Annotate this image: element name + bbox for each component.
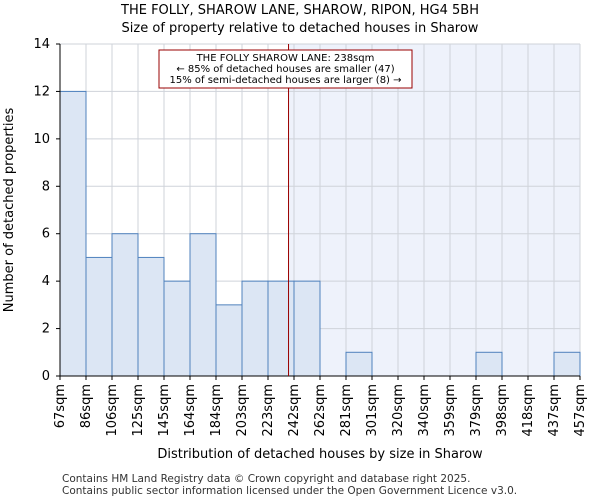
x-axis-label: Distribution of detached houses by size … [157,447,483,462]
chart-subtitle: Size of property relative to detached ho… [122,21,479,36]
x-tick-label: 67sqm [53,384,68,428]
x-tick-label: 184sqm [209,384,224,437]
x-tick-label: 164sqm [183,384,198,437]
x-tick-label: 437sqm [547,384,562,437]
bar-86sqm [85,256,113,377]
x-tick-label: 379sqm [469,384,484,437]
x-tick-label: 281sqm [339,384,354,437]
bar-203sqm [241,280,269,377]
x-tick-label: 106sqm [105,384,120,437]
y-tick-label: 2 [42,322,50,337]
footer-line-1: Contains HM Land Registry data © Crown c… [62,473,470,485]
y-tick-label: 4 [42,274,50,289]
footer-line-2: Contains public sector information licen… [62,485,517,497]
x-tick-label: 242sqm [287,384,302,437]
bar-164sqm [189,233,217,377]
x-tick-label: 223sqm [261,384,276,437]
bar-437sqm [553,351,581,377]
annotation-box [158,49,413,89]
y-tick-label: 6 [42,227,50,242]
highlight-region [288,44,580,376]
y-tick-label: 12 [33,84,50,99]
bar-145sqm [163,280,191,377]
x-tick-label: 359sqm [443,384,458,437]
y-tick-label: 8 [42,179,50,194]
x-tick-label: 86sqm [79,384,94,428]
y-tick-label: 10 [33,132,50,147]
y-axis-label: Number of detached properties [2,108,17,313]
bar-184sqm [215,304,243,377]
annotation-line-1: THE FOLLY SHAROW LANE: 238sqm [196,53,375,64]
bar-242sqm [293,280,321,377]
annotation-line-2: ← 85% of detached houses are smaller (47… [176,64,394,75]
y-tick-label: 14 [33,37,50,52]
x-tick-label: 320sqm [391,384,406,437]
annotation-line-3: 15% of semi-detached houses are larger (… [169,75,401,86]
x-tick-label: 301sqm [365,384,380,437]
chart-title: THE FOLLY, SHAROW LANE, SHAROW, RIPON, H… [120,3,479,18]
bar-223sqm [267,280,295,377]
bar-281sqm [345,351,373,377]
x-tick-label: 203sqm [235,384,250,437]
x-tick-label: 418sqm [521,384,536,437]
x-tick-label: 125sqm [131,384,146,437]
x-tick-label: 340sqm [417,384,432,437]
bar-379sqm [475,351,503,377]
y-tick-label: 0 [42,369,50,384]
x-tick-label: 145sqm [157,384,172,437]
bar-125sqm [137,256,165,377]
x-tick-label: 398sqm [495,384,510,437]
bar-106sqm [111,233,139,377]
bar-67sqm [59,90,87,377]
x-tick-label: 262sqm [313,384,328,437]
plot-area: 0 2 4 6 8 10 12 14 67sqm 86sqm 106sqm 125sqm 145sqm 1… [33,37,588,437]
x-tick-label: 457sqm [573,384,588,437]
